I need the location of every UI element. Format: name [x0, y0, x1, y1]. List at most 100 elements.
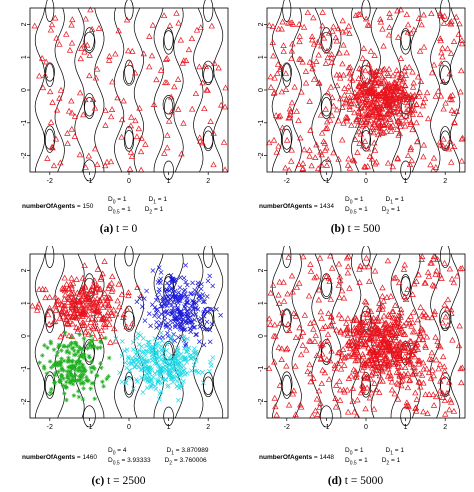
data-point [360, 385, 367, 391]
data-point [317, 400, 324, 406]
stat-d2-c: D2 = 3.760006 [164, 457, 207, 467]
data-point [124, 347, 130, 352]
data-point [308, 33, 316, 39]
data-point [71, 296, 78, 303]
caption-text-b: t = 500 [347, 223, 381, 235]
data-point [430, 253, 438, 260]
data-point [410, 308, 417, 315]
data-point [50, 162, 58, 169]
data-point [421, 95, 429, 102]
data-point [176, 335, 181, 340]
data-point [359, 95, 366, 102]
data-point [142, 140, 149, 147]
y-tick-label: 2 [258, 268, 265, 272]
data-point [283, 136, 291, 143]
data-point [402, 72, 410, 78]
data-point [149, 21, 157, 28]
data-point [320, 138, 327, 144]
data-point [128, 113, 135, 120]
data-point [288, 99, 296, 106]
data-point [320, 34, 328, 41]
data-point [190, 280, 195, 286]
data-point [65, 359, 70, 365]
data-point [290, 310, 297, 316]
contour-oval [361, 125, 371, 150]
data-point [173, 356, 179, 362]
data-point [388, 87, 395, 94]
data-point [289, 288, 296, 295]
data-point [65, 372, 70, 378]
data-point [427, 161, 434, 168]
data-point [411, 91, 418, 98]
data-point [89, 369, 94, 375]
data-point [208, 363, 214, 368]
data-point [31, 22, 38, 29]
panel-c: -2 -1 0 1 2 -2 -1 0 1 2 numberOfAgents = 1460 D0 … [0, 246, 237, 492]
data-point [391, 350, 399, 357]
data-point [354, 149, 361, 155]
data-point [363, 322, 370, 329]
data-point [214, 306, 219, 312]
data-point [377, 330, 384, 337]
data-point [441, 259, 448, 266]
data-point [338, 350, 346, 357]
data-point [345, 342, 352, 349]
data-point [405, 358, 412, 365]
data-point [280, 42, 287, 48]
data-point [362, 405, 369, 412]
data-point [137, 166, 145, 173]
data-point [68, 109, 76, 116]
data-point [449, 91, 456, 98]
data-point [334, 360, 341, 367]
data-point [76, 89, 84, 96]
data-point [420, 43, 428, 50]
data-point [371, 340, 379, 347]
data-point [404, 152, 412, 159]
data-point [374, 344, 381, 351]
data-point [161, 297, 167, 303]
stats-c: D0 = 4 D1 = 3.870989 D0.5 = 3.93333 D2 = 3… [108, 447, 209, 468]
data-point [307, 319, 314, 326]
data-point [325, 376, 333, 382]
data-point [52, 14, 59, 21]
data-point [289, 40, 296, 47]
data-point [420, 329, 427, 336]
data-point [182, 327, 188, 332]
data-point [351, 109, 358, 116]
data-point [210, 283, 216, 289]
data-point [327, 252, 334, 259]
data-point [373, 359, 381, 366]
data-point [210, 355, 216, 360]
data-point [343, 117, 351, 124]
data-point [339, 136, 346, 143]
data-point [360, 342, 367, 349]
data-point [389, 328, 396, 335]
data-point [410, 101, 417, 108]
data-point [324, 124, 331, 131]
x-tick-label: 2 [206, 424, 210, 431]
data-point [341, 91, 348, 98]
y-tick-label: -2 [21, 152, 28, 158]
data-point [65, 348, 70, 354]
contour-oval [124, 305, 134, 331]
data-point [401, 67, 408, 74]
data-point [144, 371, 150, 377]
data-point [394, 105, 401, 111]
data-point [401, 293, 408, 300]
data-point [447, 50, 455, 56]
data-point [359, 72, 366, 79]
data-point [40, 353, 45, 358]
data-point [46, 293, 53, 300]
data-point [59, 313, 67, 320]
data-point [368, 354, 375, 361]
data-point [343, 49, 350, 56]
data-point [388, 378, 396, 385]
data-point [64, 379, 69, 385]
y-tick-label: 0 [258, 334, 265, 338]
data-point [87, 287, 94, 293]
data-point [67, 343, 72, 348]
contour-strand [350, 7, 362, 173]
data-point [190, 312, 196, 318]
data-point [420, 365, 427, 372]
